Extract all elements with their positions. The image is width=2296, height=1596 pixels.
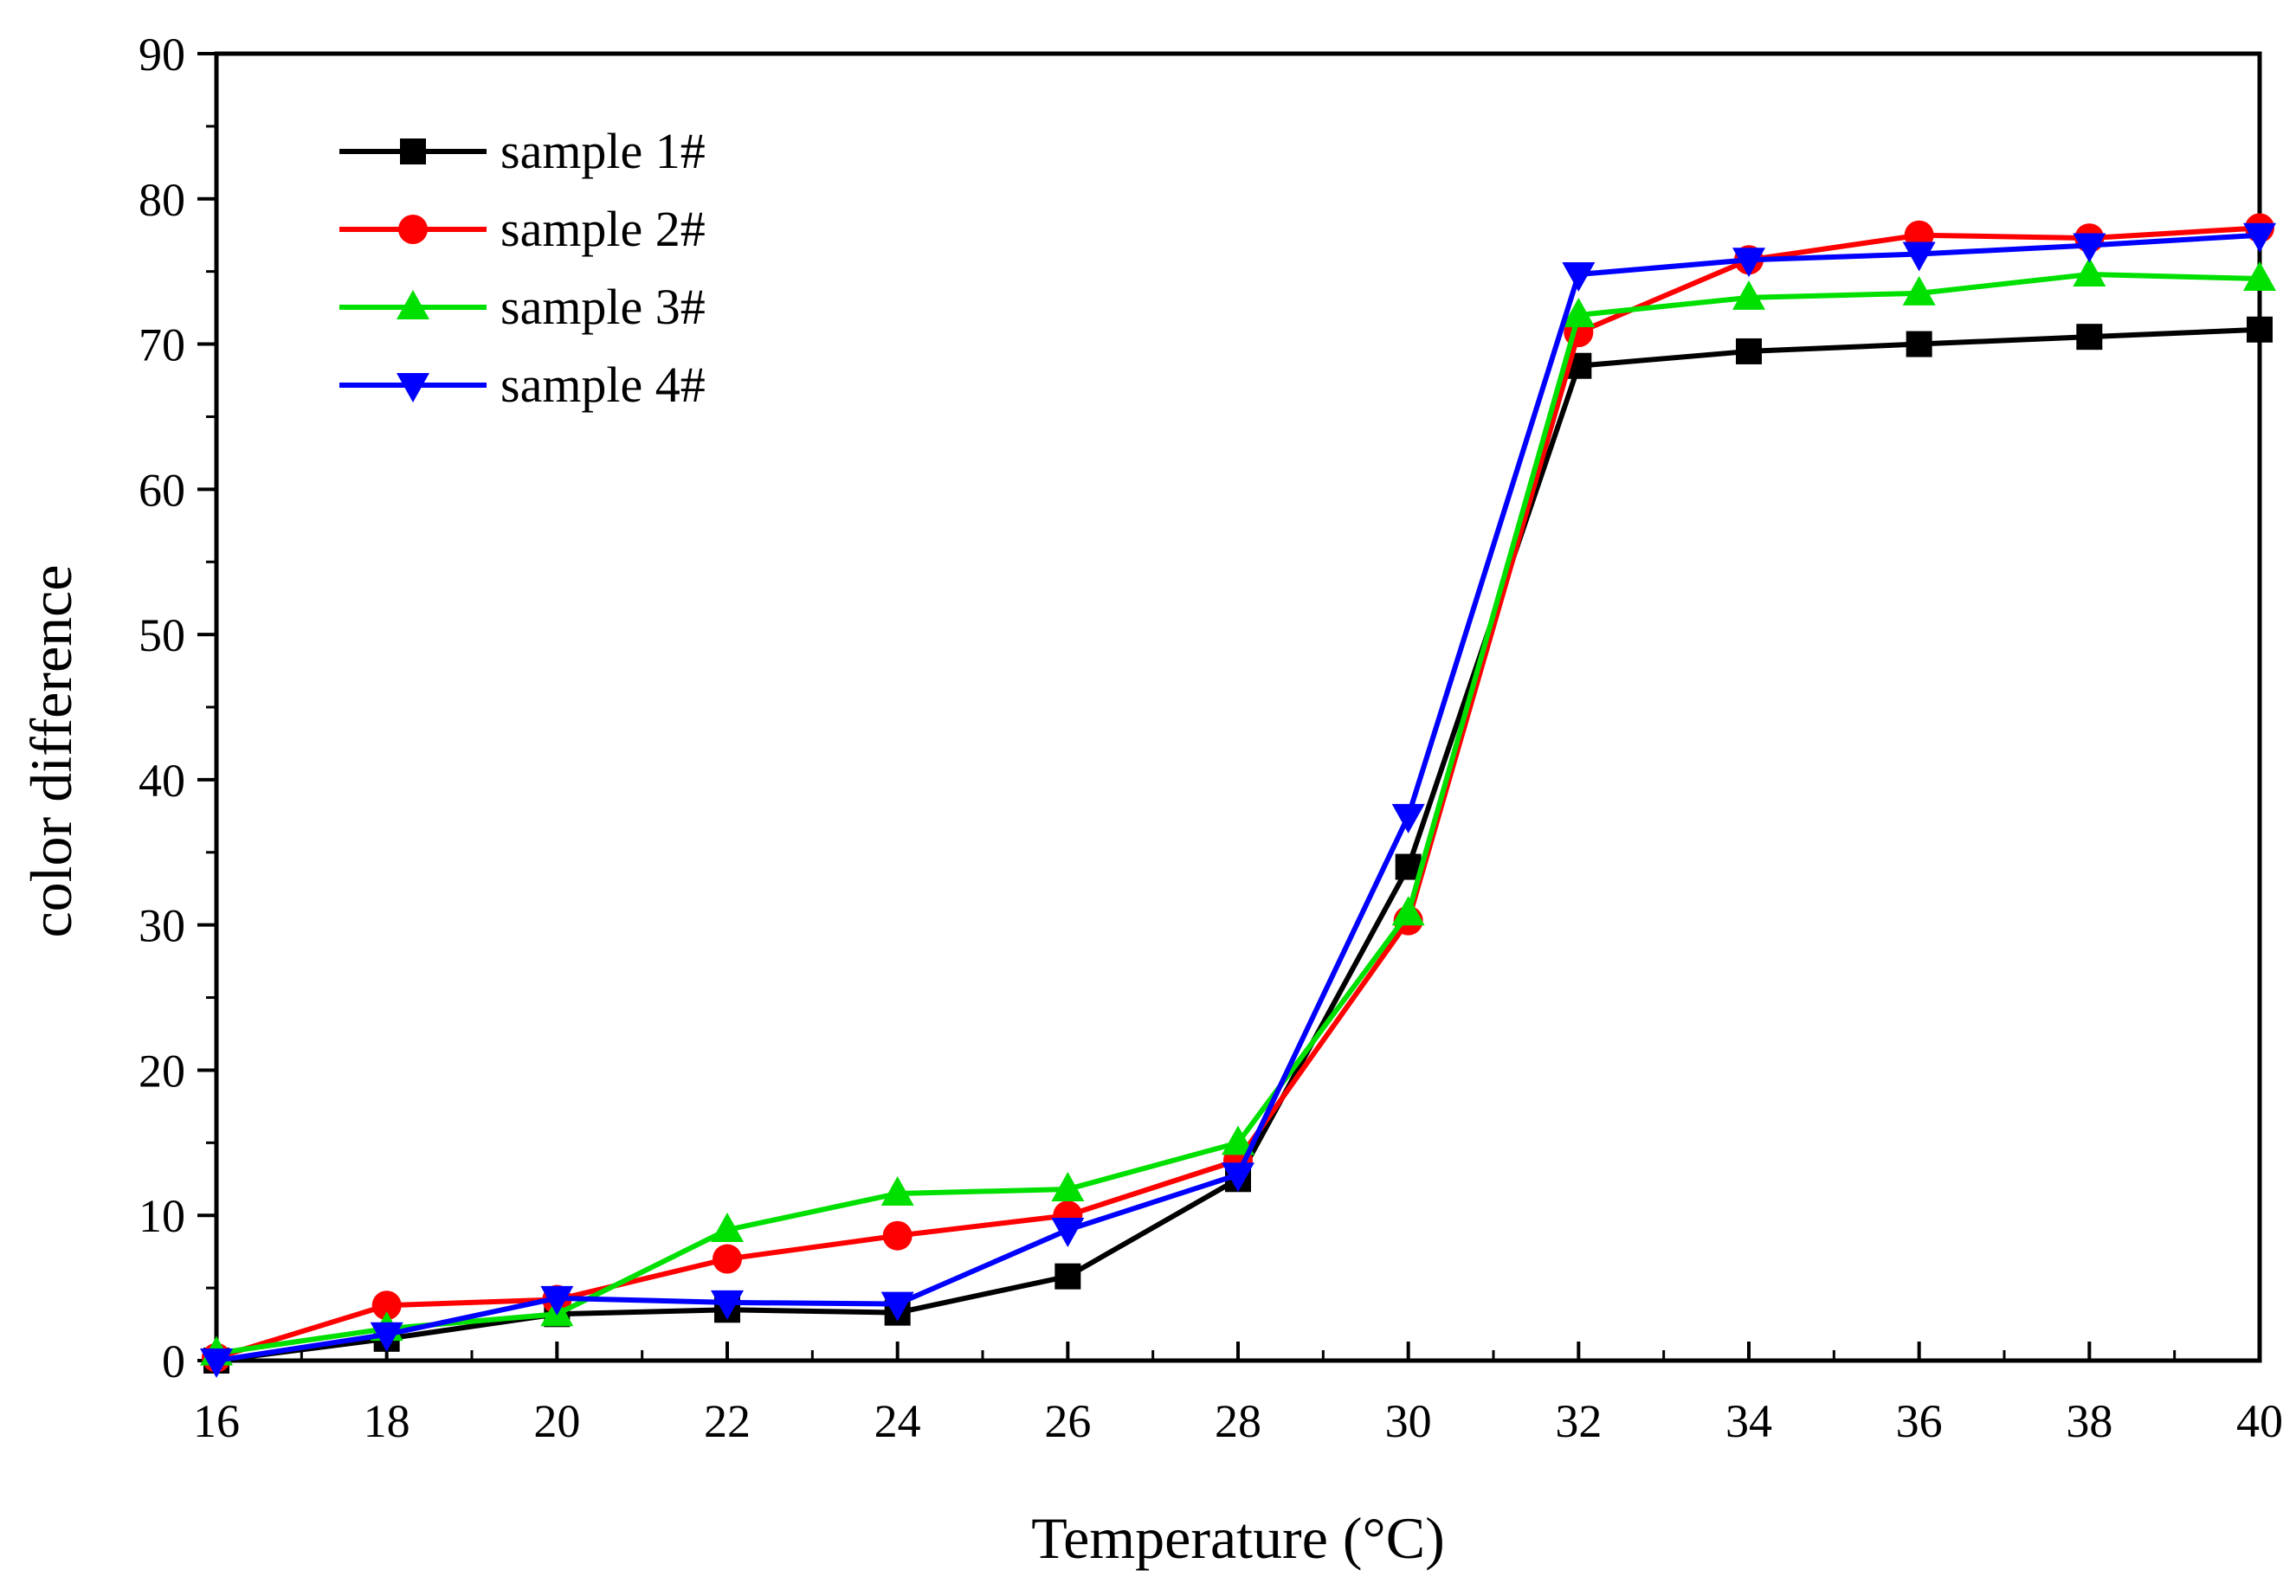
legend-item-4: sample 4# — [339, 357, 706, 413]
data-point — [1902, 241, 1936, 272]
data-point — [1562, 262, 1596, 293]
x-tick-label: 34 — [1725, 1395, 1772, 1447]
series-3 — [200, 257, 2276, 1366]
data-point — [2073, 257, 2106, 287]
data-point — [2243, 261, 2276, 292]
y-tick-label: 20 — [139, 1045, 185, 1097]
series-1 — [203, 316, 2273, 1374]
data-point — [1222, 1162, 1254, 1193]
x-tick-label: 22 — [704, 1395, 751, 1447]
x-tick-label: 30 — [1385, 1395, 1432, 1447]
x-tick-label: 40 — [2236, 1395, 2283, 1447]
data-point — [713, 1244, 742, 1274]
legend-label: sample 2# — [500, 201, 706, 257]
data-point — [370, 1322, 403, 1352]
data-point — [1562, 298, 1596, 327]
x-tick-label: 26 — [1044, 1395, 1091, 1447]
data-point — [711, 1213, 744, 1242]
x-tick-label: 32 — [1555, 1395, 1602, 1447]
legend-marker — [398, 215, 428, 244]
data-point — [1732, 280, 1765, 310]
y-tick-label: 10 — [139, 1190, 185, 1242]
series-4 — [200, 222, 2276, 1378]
y-tick-label: 30 — [139, 900, 185, 952]
data-point — [371, 1290, 402, 1321]
legend-item-1: sample 1# — [339, 123, 706, 179]
x-tick-label: 20 — [533, 1395, 580, 1447]
series-line — [216, 326, 2261, 1363]
x-tick-label: 18 — [364, 1395, 410, 1447]
legend-label: sample 4# — [500, 357, 706, 413]
legend-marker — [397, 373, 429, 402]
y-tick-label: 70 — [139, 319, 185, 371]
legend-label: sample 1# — [500, 123, 706, 179]
data-point — [2243, 222, 2276, 253]
data-point — [880, 1176, 914, 1207]
data-point — [1736, 338, 1762, 364]
axes: 16 18 20 22 24 26 28 30 32 34 36 38 40 0 10 20 30 40 50 60 7… — [139, 29, 2283, 1447]
data-point — [1391, 896, 1425, 926]
data-point — [2247, 316, 2273, 343]
x-tick-label: 16 — [193, 1395, 240, 1447]
data-point — [880, 1291, 914, 1322]
data-point — [1906, 331, 1932, 357]
y-tick-label: 40 — [139, 755, 185, 807]
x-tick-label: 24 — [874, 1395, 921, 1447]
x-tick-label: 38 — [2066, 1395, 2112, 1447]
y-tick-label: 80 — [139, 174, 185, 226]
y-tick-label: 90 — [139, 29, 185, 80]
data-point — [1222, 1125, 1254, 1155]
x-axis-title: Temperature (°C) — [1031, 1505, 1444, 1571]
data-point — [882, 1220, 913, 1251]
data-point — [1051, 1218, 1085, 1247]
data-point — [2073, 233, 2106, 263]
legend-item-2: sample 2# — [339, 201, 706, 257]
data-point — [1051, 1172, 1085, 1202]
legend-label: sample 3# — [500, 279, 706, 335]
x-tick-label: 36 — [1896, 1395, 1943, 1447]
data-point — [540, 1285, 574, 1316]
y-tick-label: 50 — [139, 609, 185, 661]
y-axis-title: color difference — [18, 564, 84, 937]
data-point — [1054, 1263, 1081, 1290]
data-point — [1732, 248, 1765, 278]
y-tick-label: 60 — [139, 464, 185, 516]
data-point — [2076, 324, 2103, 351]
data-point — [1902, 275, 1936, 306]
legend-marker — [400, 138, 426, 164]
x-tick-label: 28 — [1215, 1395, 1261, 1447]
legend-item-3: sample 3# — [339, 279, 706, 335]
data-point — [200, 1348, 233, 1378]
series-layer — [200, 213, 2276, 1378]
legend: sample 1# sample 2# sample 3# sample 4# — [339, 123, 706, 413]
legend-marker — [397, 290, 429, 319]
data-point — [711, 1290, 744, 1320]
y-tick-label: 0 — [162, 1335, 185, 1387]
data-point — [1391, 803, 1425, 833]
